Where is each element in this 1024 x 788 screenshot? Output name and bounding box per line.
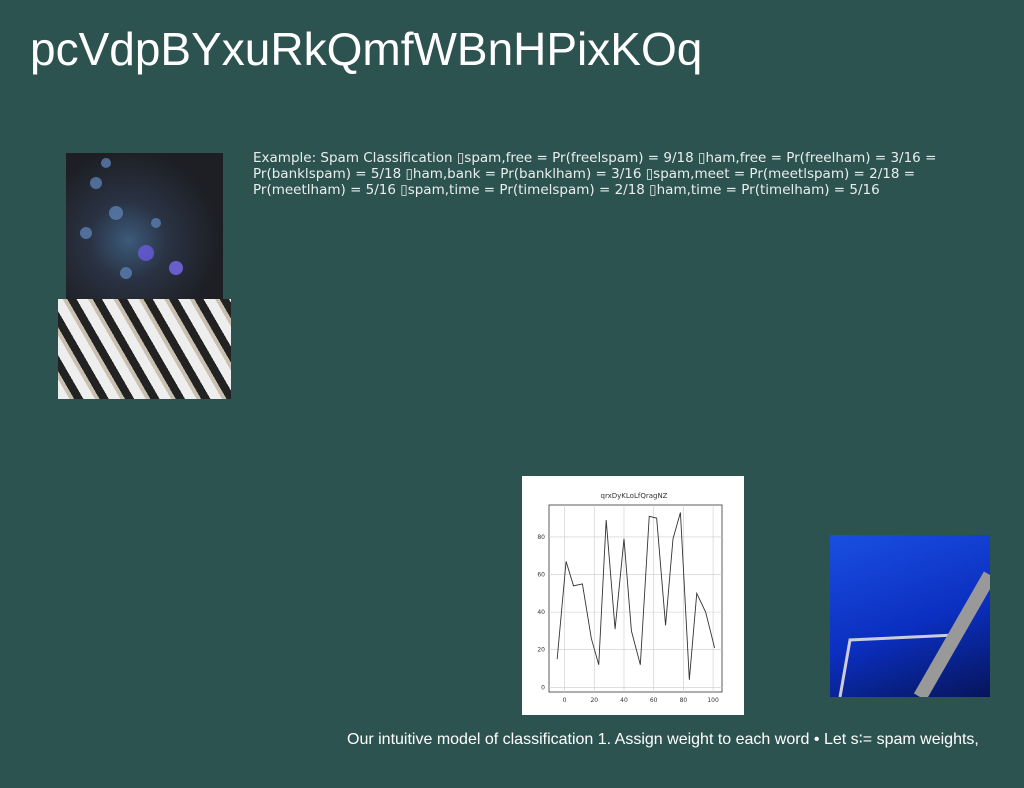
plot-frame — [548, 504, 723, 693]
x-tick-label: 80 — [680, 697, 688, 704]
y-tick-label: 60 — [537, 572, 545, 579]
chart-title: qrxDyKLoLfQragNZ — [601, 492, 668, 500]
photo-facade — [58, 299, 231, 399]
data-line — [556, 512, 716, 680]
line-chart: qrxDyKLoLfQragNZ 0 20 40 60 80 100 0 20 40 60 80 — [537, 492, 723, 704]
photo-leaves — [66, 153, 223, 299]
x-tick-label: 40 — [620, 697, 628, 704]
x-tick-label: 60 — [650, 697, 658, 704]
x-tick-label: 100 — [707, 697, 719, 704]
slide-title: pcVdpBYxuRkQmfWBnHPixKOq — [30, 23, 703, 75]
x-tick-label: 0 — [563, 697, 567, 704]
leaves — [80, 158, 183, 279]
railing — [838, 571, 997, 701]
body-text: Example: Spam Classification ▯spam,free … — [253, 150, 937, 198]
caption: Our intuitive model of classification 1.… — [347, 731, 979, 748]
y-tick-label: 40 — [537, 609, 545, 616]
y-tick-label: 0 — [541, 684, 545, 691]
y-tick-label: 20 — [537, 647, 545, 654]
x-tick-label: 20 — [590, 697, 598, 704]
y-tick-label: 80 — [537, 534, 545, 541]
photo-blue-room — [830, 535, 997, 701]
chart-image: qrxDyKLoLfQragNZ 0 20 40 60 80 100 0 20 40 60 80 — [522, 476, 744, 715]
